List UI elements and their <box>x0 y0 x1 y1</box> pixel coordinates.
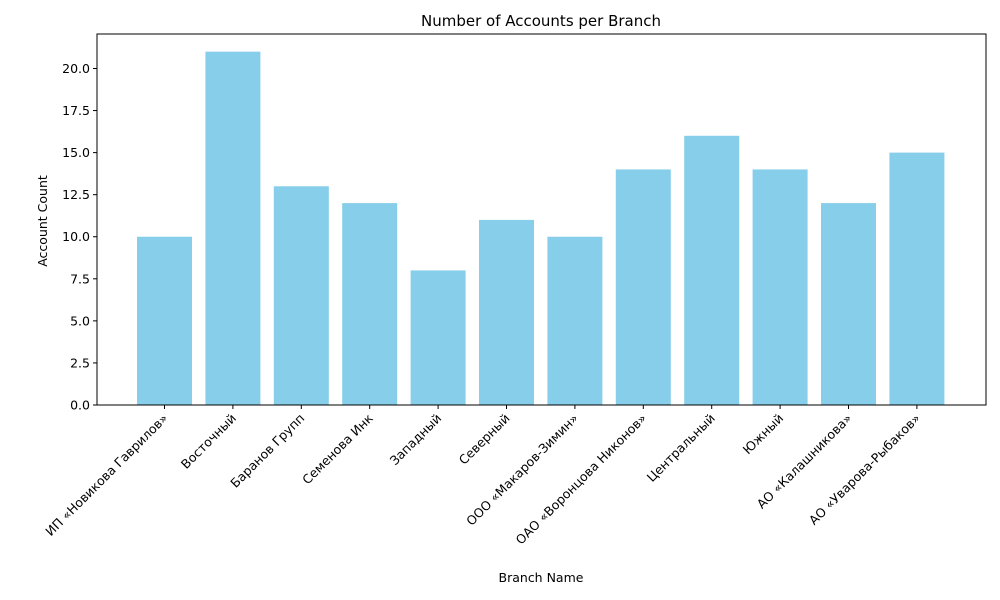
y-tick-label: 5.0 <box>70 313 90 328</box>
bar <box>889 152 945 405</box>
bar <box>137 236 192 405</box>
y-tick-label: 2.5 <box>70 355 90 370</box>
plot-frame <box>96 33 987 406</box>
bar <box>205 51 261 406</box>
x-tick-label: ИП «Новикова Гаврилов» <box>42 411 170 539</box>
y-tick-label: 17.5 <box>62 103 90 118</box>
x-tick-label: АО «Уварова-Рыбаков» <box>806 411 923 528</box>
bar <box>410 270 466 405</box>
y-tick-label: 0.0 <box>70 398 90 413</box>
bar <box>684 135 740 406</box>
x-tick-label: Центральный <box>644 411 718 485</box>
x-tick-label: ОАО «Воронцова Никонов» <box>513 411 650 548</box>
x-tick-label: Северный <box>456 411 513 468</box>
y-tick-label: 7.5 <box>70 271 90 286</box>
x-tick-label: Семенова Инк <box>299 410 376 487</box>
bar <box>752 169 808 405</box>
bars-layer <box>137 51 945 406</box>
bar <box>615 169 671 405</box>
x-tick-label: Западный <box>387 411 445 469</box>
x-tick-label: ООО «Макаров-Зимин» <box>463 411 581 529</box>
y-axis: 0.0 2.5 5.0 7.5 10.0 12.5 15.0 17.5 20.0 <box>62 61 97 413</box>
x-tick-label: Восточный <box>178 411 239 472</box>
y-axis-label: Account Count <box>35 175 50 267</box>
y-tick-label: 20.0 <box>62 61 90 76</box>
bar <box>479 219 534 405</box>
bar <box>547 236 603 405</box>
x-tick-label: Южный <box>740 411 787 458</box>
x-axis-label: Branch Name <box>499 570 584 585</box>
bar <box>821 203 876 405</box>
bar <box>273 186 329 405</box>
chart-title: Number of Accounts per Branch <box>421 12 661 30</box>
y-tick-label: 15.0 <box>62 145 90 160</box>
bar <box>342 203 398 405</box>
y-tick-label: 12.5 <box>62 187 90 202</box>
x-tick-label: Баранов Групп <box>227 411 307 491</box>
y-tick-label: 10.0 <box>62 229 90 244</box>
